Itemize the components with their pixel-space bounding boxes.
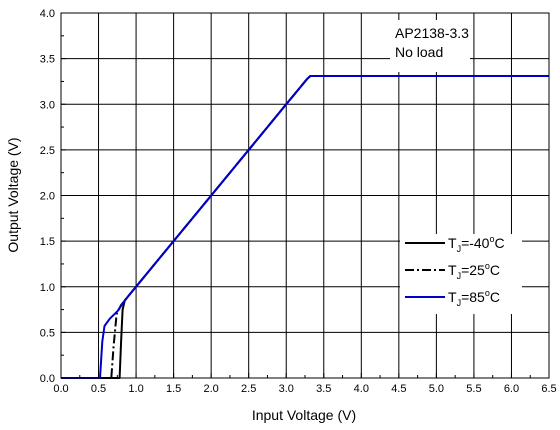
- annotation-load: No load: [395, 44, 443, 60]
- y-tick-label: 0.5: [40, 327, 55, 339]
- x-tick-label: 3.5: [316, 383, 331, 395]
- series-line-2: [61, 75, 549, 379]
- legend-label-1: TJ=25oC: [448, 261, 500, 281]
- legend-label-part: J: [457, 271, 462, 281]
- annotation-box: AP2138-3.3 No load: [390, 20, 470, 72]
- y-tick-label: 1.5: [40, 236, 55, 248]
- legend-label-part: T: [448, 262, 457, 278]
- x-tick-label: 4.5: [391, 383, 406, 395]
- x-tick-label: 0.5: [91, 383, 106, 395]
- y-tick-label: 1.0: [40, 282, 55, 294]
- legend-label-part: o: [489, 234, 494, 244]
- legend-label-0: TJ=-40oC: [448, 234, 505, 254]
- legend-label-part: J: [457, 298, 462, 308]
- x-tick-label: 0.0: [53, 383, 68, 395]
- y-tick-label: 3.5: [40, 54, 55, 66]
- x-tick-label: 3.0: [279, 383, 294, 395]
- y-tick-label: 2.5: [40, 145, 55, 157]
- legend-label-part: T: [448, 289, 457, 305]
- legend-label-part: o: [485, 261, 490, 271]
- y-tick-label: 0.0: [40, 373, 55, 385]
- annotation-model: AP2138-3.3: [395, 25, 469, 41]
- x-tick-label: 2.0: [204, 383, 219, 395]
- legend-label-part: J: [457, 244, 462, 254]
- x-tick-label: 5.0: [429, 383, 444, 395]
- legend-label-part: =25: [461, 262, 485, 278]
- legend-label-part: =85: [461, 289, 485, 305]
- legend-label-part: C: [490, 289, 500, 305]
- x-tick-label: 5.5: [466, 383, 481, 395]
- x-tick-label: 1.0: [128, 383, 143, 395]
- legend-label-part: C: [490, 262, 500, 278]
- legend-label-part: =-40: [461, 235, 490, 251]
- y-tick-label: 2.0: [40, 191, 55, 203]
- legend-label-part: o: [485, 288, 490, 298]
- legend-label-part: C: [495, 235, 505, 251]
- y-tick-label: 3.0: [40, 99, 55, 111]
- y-axis-label: Output Voltage (V): [5, 137, 21, 252]
- x-tick-label: 6.0: [504, 383, 519, 395]
- x-tick-label: 1.5: [166, 383, 181, 395]
- y-tick-label: 4.0: [40, 8, 55, 20]
- series-layer: [61, 75, 549, 379]
- y-tick-labels: 0.0 0.5 1.0 1.5 2.0 2.5 3.0 3.5 4.0: [40, 8, 55, 385]
- x-tick-label: 4.0: [354, 383, 369, 395]
- x-tick-label: 2.5: [241, 383, 256, 395]
- legend-label-2: TJ=85oC: [448, 288, 500, 308]
- x-tick-label: 6.5: [541, 383, 556, 395]
- tick-marks: [60, 12, 550, 379]
- x-tick-labels: 0.0 0.5 1.0 1.5 2.0 2.5 3.0 3.5 4.0 4.5 5.0 5.5 6.0 6…: [53, 383, 556, 395]
- x-axis-label: Input Voltage (V): [252, 407, 356, 423]
- legend-label-part: T: [448, 235, 457, 251]
- grid-lines: [61, 13, 549, 378]
